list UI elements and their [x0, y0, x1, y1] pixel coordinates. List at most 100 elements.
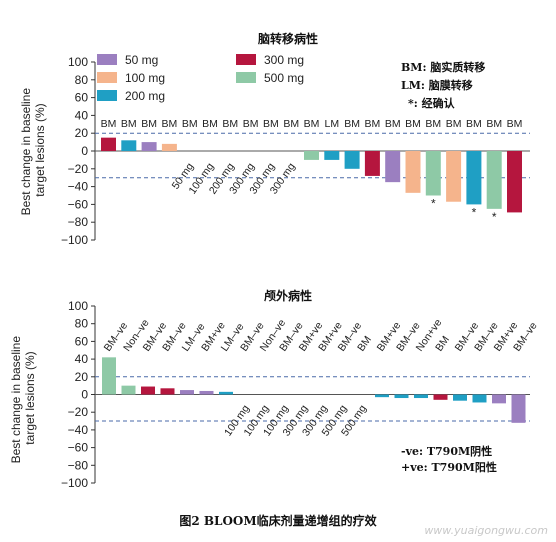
bar [102, 357, 116, 395]
bar [511, 394, 526, 423]
y-tick-label: 40 [75, 108, 89, 122]
bar [394, 394, 409, 399]
y-axis-label-line1: Best change in baseline [19, 88, 33, 216]
category-label: BM [121, 118, 137, 130]
bar [414, 394, 428, 399]
bar [385, 151, 401, 183]
category-label: BM [486, 118, 502, 130]
category-label: BM [355, 334, 374, 354]
category-label: LM [325, 118, 340, 130]
legend-label: 100 mg [125, 71, 165, 85]
legend-label: 300 mg [264, 53, 304, 67]
notes-top: BM: 脑实质转移 LM: 脑膜转移 *: 经确认 [401, 60, 485, 110]
legend-swatch [236, 72, 256, 83]
panel-title: 脑转移病性 [257, 31, 318, 46]
bar [453, 394, 467, 401]
y-tick-label: 0 [81, 388, 88, 402]
legend-label: 200 mg [125, 89, 165, 103]
legend-swatch [97, 72, 117, 83]
bar [304, 151, 319, 160]
y-tick-label: 80 [75, 317, 89, 331]
bar [472, 394, 487, 403]
notes-bottom: -ve: T790M阴性 +ve: T790M阳性 [401, 444, 497, 474]
bar [344, 151, 360, 169]
category-label: BM [202, 118, 218, 130]
bar [375, 394, 389, 398]
note-lm: LM: 脑膜转移 [401, 78, 473, 92]
legend-label: 50 mg [125, 53, 158, 67]
y-tick-label: 20 [75, 370, 89, 384]
bar [101, 137, 116, 151]
category-label: BM [304, 118, 320, 130]
y-tick-label: 60 [75, 334, 89, 348]
y-tick-label: 20 [75, 126, 89, 140]
bar [161, 143, 177, 151]
bar [364, 151, 380, 176]
note-bm: BM: 脑实质转移 [401, 60, 485, 74]
y-tick-label: 80 [75, 73, 89, 87]
panel-brain-metastasis: 脑转移病性 Best change in baseline target les… [19, 31, 530, 247]
bar [466, 151, 482, 205]
bar [425, 151, 441, 196]
confirmed-marker: * [472, 205, 477, 219]
y-axis-label: Best change in baseline target lesions (… [9, 333, 37, 464]
y-axis-label-line1: Best change in baseline [9, 336, 23, 464]
y-tick-label: 0 [81, 144, 88, 158]
category-label: BM [344, 118, 360, 130]
legend-swatch [236, 54, 256, 65]
y-tick-label: −20 [68, 162, 89, 176]
note-negative: -ve: T790M阴性 [401, 444, 492, 458]
bar [199, 390, 214, 395]
y-tick-label: 60 [75, 91, 89, 105]
category-label: BM [466, 118, 482, 130]
category-label: BM [182, 118, 198, 130]
bar [219, 391, 233, 395]
category-label: BM [405, 118, 421, 130]
bar [180, 390, 194, 395]
bar [141, 386, 155, 395]
bar [507, 151, 522, 213]
y-tick-label: −80 [68, 458, 89, 472]
category-label: BM [425, 118, 441, 130]
y-axis-label-line2: target lesions (%) [23, 351, 37, 444]
panel-extracranial: 颅外病性 Best change in baseline target lesi… [9, 288, 540, 490]
y-axis-label-line2: target lesions (%) [33, 103, 47, 196]
category-label: BM [101, 118, 117, 130]
note-positive: +ve: T790M阳性 [401, 460, 497, 474]
panel-title: 颅外病性 [264, 288, 312, 303]
note-confirmed: *: 经确认 [408, 96, 456, 110]
y-tick-label: −80 [68, 215, 89, 229]
bar [405, 151, 421, 193]
legend-label: 500 mg [264, 71, 304, 85]
category-label: BM [162, 118, 178, 130]
y-tick-label: −100 [61, 233, 88, 247]
bar [486, 151, 502, 209]
y-tick-label: −60 [68, 197, 89, 211]
y-tick-label: 100 [68, 299, 88, 313]
legend-swatch [97, 90, 117, 101]
confirmed-marker: * [492, 210, 497, 224]
y-tick-label: −40 [68, 423, 89, 437]
y-tick-label: −40 [68, 180, 89, 194]
category-label: BM [365, 118, 381, 130]
category-label: BM [222, 118, 238, 130]
watermark: www.yuaigongwu.com [424, 524, 548, 537]
category-label: BM [263, 118, 279, 130]
y-tick-label: −20 [68, 405, 89, 419]
category-label: BM [433, 334, 452, 354]
bar [121, 140, 137, 151]
category-label: BM [283, 118, 299, 130]
y-tick-label: −100 [61, 476, 88, 490]
category-label: BM [385, 118, 401, 130]
figure-caption: 图2 BLOOM临床剂量递增组的疗效 [179, 513, 377, 528]
category-label: BM [507, 118, 523, 130]
y-tick-label: 100 [68, 55, 88, 69]
bar [324, 151, 340, 160]
bar [433, 394, 448, 400]
category-label: BM [243, 118, 259, 130]
confirmed-marker: * [431, 197, 436, 211]
bar [141, 142, 157, 151]
y-tick-label: 40 [75, 352, 89, 366]
bar [121, 385, 136, 395]
